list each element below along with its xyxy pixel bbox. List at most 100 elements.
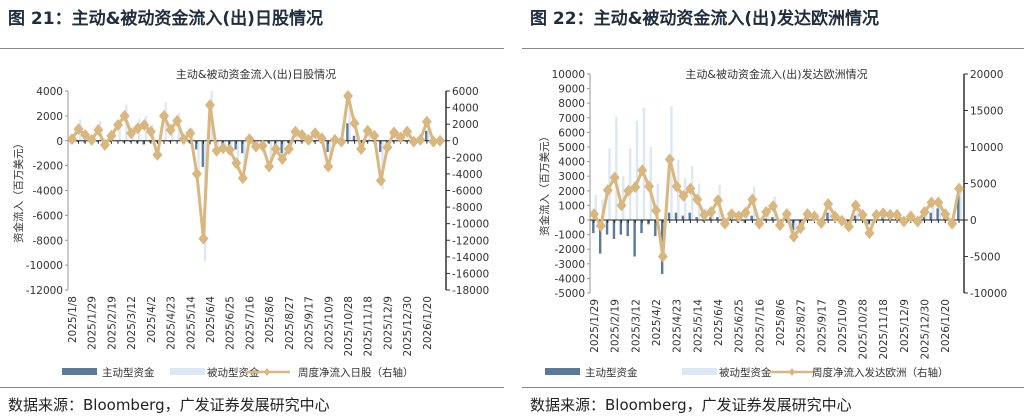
net-flow-marker [316,132,327,145]
x-tick-label: 2025/6/4 [205,296,217,343]
right-tick-label: 20000 [970,69,1003,81]
source-note-left: 数据来源：Bloomberg，广发证券发展研究中心 [8,396,330,414]
net-flow-marker [802,208,813,221]
passive-bar [959,187,962,220]
legend-swatch-passive [170,368,205,375]
net-flow-marker [428,135,439,148]
left-tick-label: 10000 [552,69,585,81]
x-tick-label: 2025/4/23 [166,296,178,350]
right-tick-label: -10000 [970,288,1007,300]
active-bar [640,220,643,234]
net-flow-marker [310,127,321,140]
net-flow-marker [80,128,91,141]
net-flow-marker [257,139,268,152]
net-flow-marker [343,89,353,102]
net-flow-marker [93,123,104,136]
left-tick-label: 2000 [36,111,63,123]
legend-label-active: 主动型资金 [585,366,638,379]
net-flow-marker [113,118,123,131]
active-bar [142,140,145,145]
passive-bar [243,140,246,170]
active-bar [221,140,224,145]
active-bar [826,212,829,220]
active-bar [667,212,671,220]
x-tick-label: 2025/6/25 [225,296,237,350]
active-bar [234,140,237,150]
passive-bar [931,201,935,220]
right-tick-label: -12000 [452,235,489,247]
active-bar [957,192,960,220]
active-bar [155,140,158,142]
x-tick-label: 2025/10/9 [323,296,335,350]
legend-swatch-active [545,368,580,375]
active-bar [764,218,767,220]
net-flow-marker [277,152,288,165]
net-flow-marker [595,219,606,232]
net-flow-marker [362,124,373,137]
active-bar [867,220,870,225]
net-flow-marker [283,143,294,156]
active-bar [227,140,231,146]
left-tick-label: -1000 [554,230,585,242]
legend-marker-icon [789,368,795,376]
net-flow-marker [178,133,189,146]
passive-bar [118,125,121,141]
net-flow-marker [382,141,393,154]
left-tick-label: -6000 [32,210,63,222]
net-flow-marker [145,125,156,138]
x-tick-label: 2025/10/28 [343,296,355,357]
active-bar [626,220,629,237]
right-tick-label: 10000 [970,142,1003,154]
source-divider-left [0,387,504,388]
net-flow-marker [761,205,772,218]
net-flow-marker [602,184,613,197]
passive-bar [642,107,646,220]
active-bar [300,140,303,142]
active-bar [425,130,428,141]
passive-bar [328,140,332,157]
legend-label-line: 周度净流入发达欧洲（右轴） [812,366,949,379]
active-bar [750,215,753,220]
left-tick-label: -2000 [32,161,63,173]
passive-bar [794,220,797,234]
legend-swatch-passive [682,368,717,375]
active-bar [709,217,712,220]
x-tick-label: 2025/12/9 [382,296,394,350]
net-flow-marker [857,208,868,221]
net-flow-marker [706,205,717,218]
net-flow-marker [389,126,399,139]
right-tick-label: -14000 [452,252,489,264]
left-tick-label: 4000 [558,157,585,169]
net-flow-marker [270,143,281,156]
legend-label-passive: 被动型资金 [719,366,772,379]
passive-bar [635,120,639,220]
active-bar [743,220,747,223]
x-tick-label: 2025/3/12 [126,296,138,350]
active-bar [352,135,356,141]
x-tick-label: 2026/1/20 [422,296,434,350]
active-bar [688,212,691,220]
active-bar [771,217,774,220]
net-flow-marker [905,210,916,223]
net-flow-marker [747,193,758,206]
net-flow-marker [609,171,620,184]
net-flow-marker [830,210,841,223]
net-flow-marker [671,180,682,193]
net-flow-marker [630,181,641,194]
active-bar [647,220,650,225]
x-tick-label: 2025/5/14 [692,299,704,353]
right-tick-label: 2000 [452,119,479,131]
net-flow-marker [349,117,360,130]
net-flow-marker [795,222,806,235]
right-tick-label: -10000 [452,219,489,231]
passive-bar [938,201,942,220]
active-bar [922,217,926,220]
legend-marker-icon [264,368,270,376]
active-bar [287,140,290,144]
net-flow-marker [159,109,169,122]
net-flow-marker [139,118,150,131]
passive-bar [230,140,233,149]
active-bar [592,220,595,234]
net-flow-marker [664,153,675,166]
net-flow-marker [99,138,110,151]
